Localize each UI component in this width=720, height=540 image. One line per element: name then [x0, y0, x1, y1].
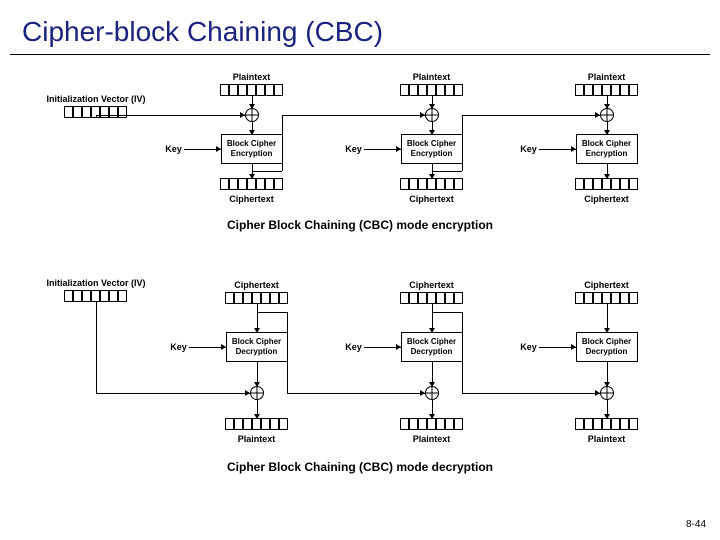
- iv-label-dec: Initialization Vector (IV): [36, 278, 156, 288]
- xor-icon: [245, 108, 259, 122]
- xor-icon: [425, 108, 439, 122]
- plaintext-label-dec: Plaintext: [402, 434, 462, 444]
- iv-block-dec: [64, 290, 127, 302]
- cipher-box-dec: Block CipherDecryption: [226, 332, 288, 362]
- ciphertext-label: Ciphertext: [222, 194, 282, 204]
- plaintext-block: [220, 84, 283, 96]
- cipher-box-enc: Block CipherEncryption: [221, 134, 283, 164]
- cipher-box-dec: Block CipherDecryption: [401, 332, 463, 362]
- page-title: Cipher-block Chaining (CBC): [22, 16, 383, 48]
- plaintext-label-dec: Plaintext: [227, 434, 287, 444]
- ciphertext-block: [400, 178, 463, 190]
- plaintext-label: Plaintext: [222, 72, 282, 82]
- ciphertext-label-dec: Ciphertext: [227, 280, 287, 290]
- xor-icon: [600, 108, 614, 122]
- xor-icon-dec: [600, 386, 614, 400]
- plaintext-label-dec: Plaintext: [577, 434, 637, 444]
- ciphertext-block-dec: [400, 292, 463, 304]
- encryption-caption: Cipher Block Chaining (CBC) mode encrypt…: [0, 218, 720, 232]
- title-underline: [10, 54, 710, 55]
- plaintext-block-dec: [575, 418, 638, 430]
- plaintext-block-dec: [400, 418, 463, 430]
- cipher-box-enc: Block CipherEncryption: [576, 134, 638, 164]
- key-label: Key: [517, 144, 541, 154]
- decryption-caption: Cipher Block Chaining (CBC) mode decrypt…: [0, 460, 720, 474]
- ciphertext-block: [575, 178, 638, 190]
- ciphertext-label: Ciphertext: [402, 194, 462, 204]
- ciphertext-label: Ciphertext: [577, 194, 637, 204]
- iv-label-enc: Initialization Vector (IV): [36, 94, 156, 104]
- ciphertext-block: [220, 178, 283, 190]
- xor-icon-dec: [250, 386, 264, 400]
- key-label-dec: Key: [167, 342, 191, 352]
- xor-icon-dec: [425, 386, 439, 400]
- key-label-dec: Key: [342, 342, 366, 352]
- plaintext-label: Plaintext: [577, 72, 637, 82]
- key-label: Key: [162, 144, 186, 154]
- plaintext-block: [400, 84, 463, 96]
- plaintext-label: Plaintext: [402, 72, 462, 82]
- cipher-box-dec: Block CipherDecryption: [576, 332, 638, 362]
- plaintext-block-dec: [225, 418, 288, 430]
- ciphertext-label-dec: Ciphertext: [577, 280, 637, 290]
- key-label-dec: Key: [517, 342, 541, 352]
- ciphertext-block-dec: [225, 292, 288, 304]
- key-label: Key: [342, 144, 366, 154]
- page-number: 8-44: [686, 519, 706, 530]
- cipher-box-enc: Block CipherEncryption: [401, 134, 463, 164]
- ciphertext-block-dec: [575, 292, 638, 304]
- plaintext-block: [575, 84, 638, 96]
- ciphertext-label-dec: Ciphertext: [402, 280, 462, 290]
